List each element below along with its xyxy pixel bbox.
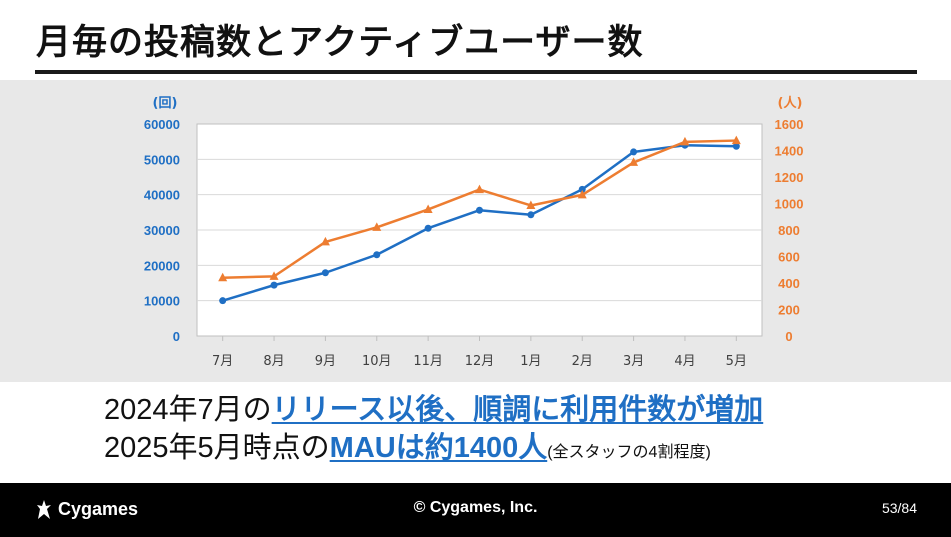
x-tick-label: 1月 (520, 354, 541, 369)
y-left-unit-label: (回) (153, 96, 178, 111)
series-2-point (526, 200, 536, 209)
series-2-point (577, 189, 587, 199)
summary-line-2-highlight: MAUは約1400人 (329, 432, 548, 464)
line-chart: 0 10000 20000 30000 40000 50000 60000 0 200 400 60… (144, 95, 804, 369)
series-2-point (629, 157, 639, 166)
x-tick-label: 9月 (315, 354, 336, 369)
y-right-tick-label: 0 (785, 329, 792, 344)
y-right-tick-label: 800 (778, 223, 800, 238)
summary-line-1-highlight: リリース以後、順調に利用件数が増加 (271, 394, 764, 426)
y-left-tick-label: 0 (173, 329, 180, 344)
x-tick-label: 8月 (263, 354, 284, 369)
y-right-tick-label: 1600 (775, 117, 804, 132)
series-1-point (527, 211, 535, 219)
y-left-tick-label: 50000 (144, 152, 180, 167)
x-tick-label: 11月 (413, 354, 443, 369)
y-right-unit-label: (人) (778, 95, 803, 111)
x-tick-label: 5月 (726, 354, 747, 369)
series-1-point (732, 142, 740, 150)
page-total: /84 (897, 500, 917, 516)
series-1-point (219, 297, 227, 305)
x-tick-label: 12月 (465, 354, 495, 369)
x-tick-label: 4月 (674, 354, 695, 369)
y-right-tick-label: 200 (778, 303, 800, 318)
series-1-point (630, 148, 638, 156)
x-tick-label: 7月 (212, 354, 233, 369)
x-tick-label: 2月 (572, 354, 593, 369)
series-1-point (476, 206, 483, 214)
copyright: © Cygames, Inc. (413, 499, 538, 516)
y-left-tick-label: 60000 (144, 117, 180, 132)
series-2-point (680, 136, 690, 146)
y-right-tick-label: 1400 (775, 144, 804, 159)
y-left-tick-label: 10000 (144, 294, 180, 309)
series-1-point (321, 269, 329, 277)
summary-line-2: 2025年5月時点のMAUは約1400人(全スタッフの4割程度) (104, 429, 904, 472)
footer: Cygames © Cygames, Inc. 53/84 (0, 483, 951, 537)
series-2-point (269, 271, 279, 280)
y-left-tick-label: 40000 (144, 188, 180, 203)
cygames-logo-icon (37, 500, 51, 519)
slide-title: 月毎の投稿数とアクティブユーザー数 (36, 23, 644, 63)
company-logo: Cygames (34, 497, 138, 521)
y-right-tick-label: 400 (778, 276, 800, 291)
y-left-tick-label: 20000 (144, 258, 180, 273)
x-tick-label: 10月 (362, 354, 392, 369)
y-left-tick-label: 30000 (144, 223, 180, 238)
series-1-point (578, 185, 586, 193)
series-2-point (320, 236, 330, 246)
summary-line-1: 2024年7月のリリース以後、順調に利用件数が増加 (104, 391, 904, 429)
summary: 2024年7月のリリース以後、順調に利用件数が増加 2025年5月時点のMAUは… (104, 391, 904, 472)
series-2-point (218, 272, 228, 282)
y-right-tick-label: 1200 (775, 170, 804, 185)
logo-text: Cygames (58, 498, 139, 519)
page-number: 53/84 (882, 500, 917, 516)
summary-line-2-note: (全スタッフの4割程度) (547, 444, 711, 461)
y-right-tick-label: 1000 (775, 197, 804, 212)
title-divider (35, 70, 917, 74)
series-2-point (475, 184, 484, 194)
summary-line-1-prefix: 2024年7月の (104, 394, 272, 426)
series-1-point (373, 251, 381, 259)
y-right-tick-label: 600 (778, 250, 800, 265)
series-1-point (270, 281, 278, 289)
series-2-point (372, 222, 382, 231)
summary-line-2-prefix: 2025年5月時点の (104, 432, 330, 464)
page-current: 53 (881, 500, 898, 516)
chart-panel: 0 10000 20000 30000 40000 50000 60000 0 200 400 60… (0, 80, 951, 382)
series-1-point (424, 224, 432, 232)
x-tick-label: 3月 (623, 354, 644, 369)
series-2-point (731, 135, 741, 145)
series-2-point (423, 204, 433, 213)
